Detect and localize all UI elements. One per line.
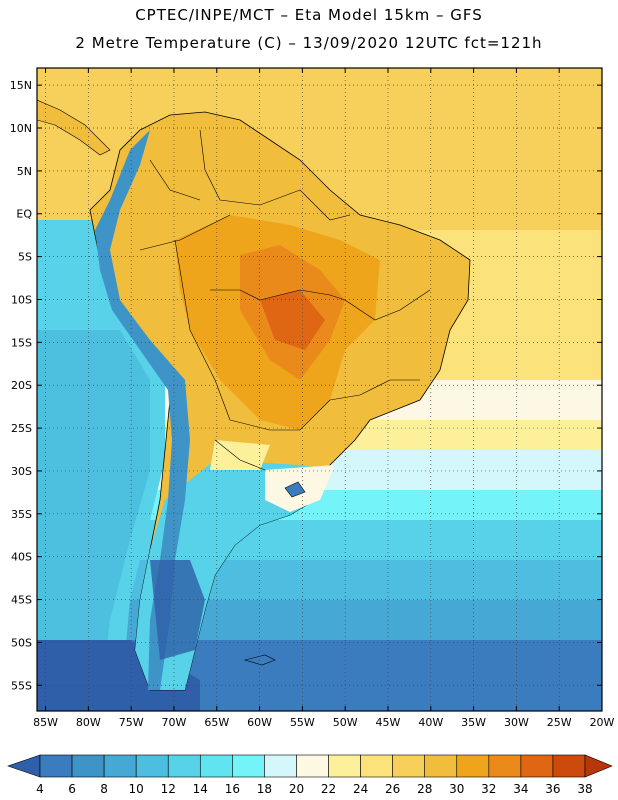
colorbar-label: 32 [481,782,496,796]
lon-label: 55W [290,716,315,729]
patagonia-cold [150,560,205,660]
lon-label: 60W [247,716,272,729]
lat-label: 40S [11,551,32,564]
colorbar-label: 26 [385,782,400,796]
colorbar-label: 38 [577,782,592,796]
lat-label: 50S [11,636,32,649]
lat-label: 15S [11,336,32,349]
colorbar-swatch [328,754,361,778]
lon-label: 45W [376,716,401,729]
lagoa-dos-patos [284,481,306,498]
colorbar-label: 16 [225,782,240,796]
chaco-warm [210,440,270,470]
colorbar-arrow-left [7,754,41,778]
latitude-axis: 15N 10N 5N EQ 5S 10S 15S 20S 25S 30S 35S 40S 45S 50S 5… [10,79,602,692]
colorbar-label: 24 [353,782,368,796]
colorbar-label: 34 [513,782,528,796]
longitude-axis: 85W 80W 75W 70W 65W 60W 55W 50W 45W 40W 35W 30W 25W 2… [33,68,615,729]
lat-label: 45S [11,594,32,607]
lat-label: 5S [18,251,32,264]
colorbar-swatch [520,754,554,778]
map-title-line-2: 2 Metre Temperature (C) – 13/09/2020 12U… [75,34,543,52]
colorbar-swatch [232,754,265,778]
lat-label: 35S [11,508,32,521]
lat-label: 20S [11,379,32,392]
lon-label: 20W [590,716,615,729]
colorbar-swatch [103,754,137,778]
colorbar-label: 20 [289,782,304,796]
colorbar-label: 12 [161,782,176,796]
colorbar-swatch [456,754,490,778]
colorbar-swatch [39,754,73,778]
colorbar-swatch [264,754,297,778]
lat-label: 10S [11,293,32,306]
central-america [37,99,111,156]
colorbar-label: 18 [257,782,272,796]
map-title-line-1: CPTEC/INPE/MCT – Eta Model 15km – GFS [135,6,483,24]
lat-label: 25S [11,422,32,435]
lat-label: 55S [11,679,32,692]
colorbar-swatch [296,754,329,778]
colorbar-swatch [167,754,201,778]
lon-label: 85W [33,716,58,729]
colorbar-label: 22 [321,782,336,796]
colorbar-swatch [392,754,426,778]
lon-label: 50W [333,716,358,729]
lon-label: 40W [418,716,443,729]
lat-label: 10N [10,122,32,135]
colorbar-label: 6 [68,782,76,796]
country-borders [139,129,431,471]
andes-cold-ridge [95,130,190,690]
map-field [37,68,602,711]
colorbar-label: 14 [193,782,208,796]
colorbar-swatch [552,754,586,778]
lon-label: 70W [162,716,187,729]
lon-label: 25W [547,716,572,729]
lat-label: EQ [16,208,32,221]
colorbar-label: 28 [417,782,432,796]
map-frame [36,67,603,712]
lon-label: 65W [204,716,229,729]
lon-label: 35W [461,716,486,729]
colorbar-label: 4 [36,782,44,796]
colorbar-label: 36 [545,782,560,796]
colorbar-swatch [488,754,522,778]
falkland-islands [243,654,276,666]
colorbar-arrow-right [584,754,613,778]
colorbar-swatch [135,754,169,778]
lon-label: 80W [76,716,101,729]
colorbar-swatch [360,754,393,778]
colorbar-swatch [199,754,233,778]
pacific-cold-water [37,330,150,711]
lat-label: 15N [10,79,32,92]
colorbar-label: 10 [129,782,144,796]
lat-label: 30S [11,465,32,478]
lon-label: 75W [119,716,144,729]
colorbar-label: 30 [449,782,464,796]
hottest-core [260,290,325,350]
colorbar-swatch [71,754,105,778]
lon-label: 30W [504,716,529,729]
color-scale-bar: 4 6 8 10 12 14 16 18 20 22 24 26 28 30 32 34 36 38 [7,754,613,796]
lat-label: 5N [17,165,32,178]
colorbar-label: 8 [100,782,108,796]
colorbar-swatch [424,754,458,778]
